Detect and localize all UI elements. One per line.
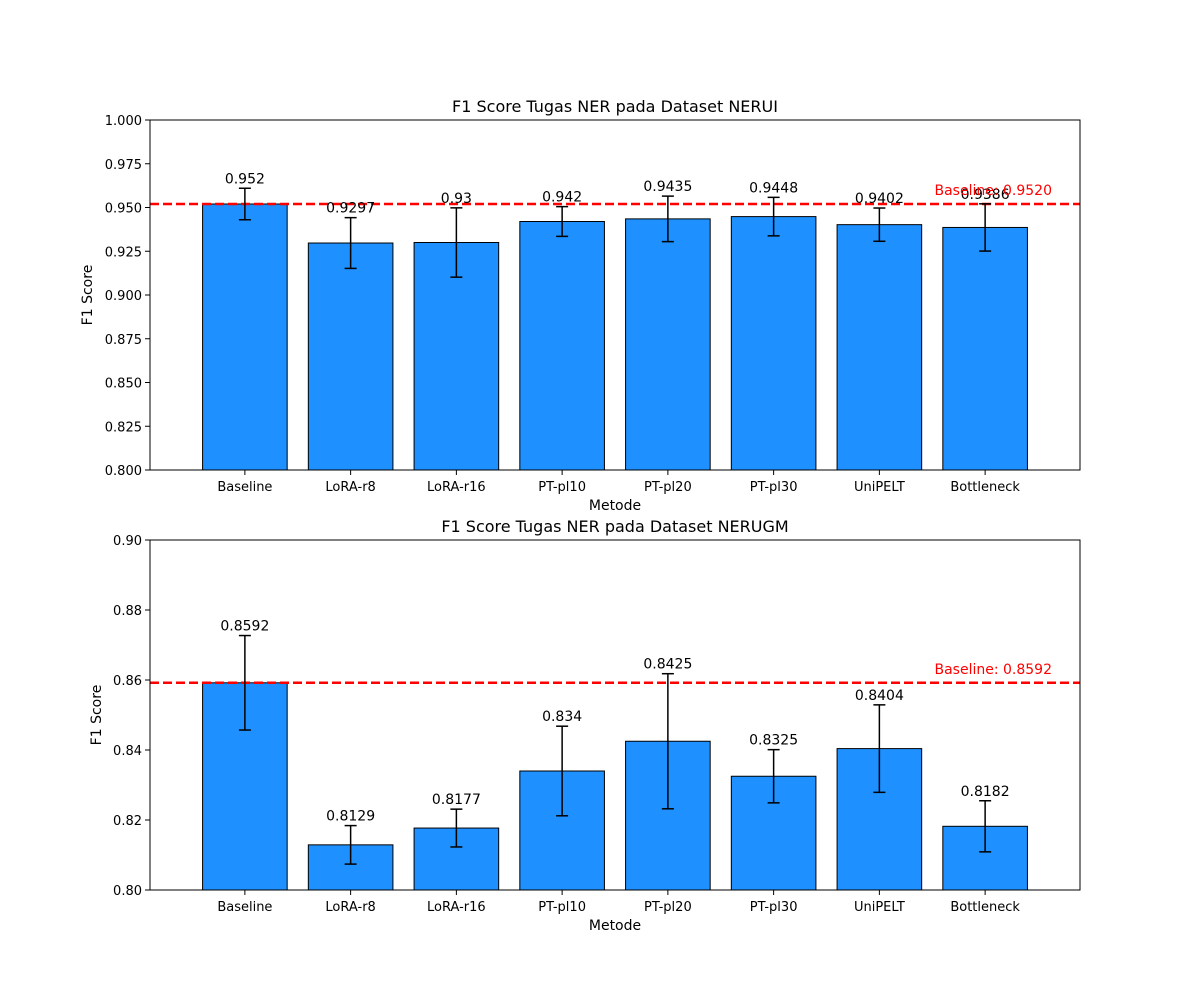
y-tick-label: 0.925: [105, 245, 142, 260]
chart-title: F1 Score Tugas NER pada Dataset NERUI: [452, 97, 778, 116]
y-tick-label: 0.86: [113, 674, 142, 689]
data-label: 0.952: [225, 171, 265, 187]
x-tick-label: LoRA-r8: [325, 900, 375, 915]
x-tick-label: PT-pl30: [750, 480, 798, 495]
bar-lora-r16: [413, 242, 500, 471]
chart-panel-2: 0.85920.81290.81770.8340.84250.83250.840…: [89, 517, 1081, 934]
y-tick-label: 0.825: [105, 420, 142, 435]
y-tick-label: 0.875: [105, 333, 142, 348]
y-axis-label: F1 Score: [80, 265, 96, 326]
data-label: 0.8404: [855, 688, 904, 704]
data-label: 0.9435: [643, 179, 692, 195]
data-label: 0.9297: [326, 201, 375, 217]
y-tick-label: 0.950: [105, 202, 142, 217]
data-label: 0.9402: [855, 191, 904, 207]
y-tick-label: 0.88: [113, 604, 142, 619]
x-tick-label: Baseline: [217, 480, 272, 495]
x-tick-label: UniPELT: [854, 480, 905, 495]
x-tick-label: LoRA-r16: [427, 480, 486, 495]
bar-unipelt: [836, 224, 923, 471]
x-axis-label: Metode: [589, 498, 641, 514]
baseline-label: Baseline: 0.8592: [934, 662, 1052, 678]
data-label: 0.8177: [432, 792, 481, 808]
y-tick-label: 0.800: [105, 464, 142, 479]
bar-pt-pl30: [730, 216, 817, 471]
data-label: 0.9386: [961, 187, 1010, 203]
data-label: 0.93: [441, 191, 472, 207]
bar-lora-r8: [307, 242, 394, 471]
plot-frame: [149, 119, 1081, 471]
x-tick-label: PT-pl30: [750, 900, 798, 915]
y-tick-label: 0.850: [105, 377, 142, 392]
x-tick-label: Bottleneck: [950, 900, 1020, 915]
y-tick-label: 0.90: [113, 534, 142, 549]
baseline-label: Baseline: 0.9520: [934, 183, 1052, 199]
chart-title: F1 Score Tugas NER pada Dataset NERUGM: [441, 517, 788, 536]
y-axis-label: F1 Score: [89, 685, 105, 746]
x-tick-label: UniPELT: [854, 900, 905, 915]
bar-baseline: [202, 203, 288, 471]
x-tick-label: PT-pl10: [538, 480, 586, 495]
data-label: 0.8325: [749, 733, 798, 749]
x-tick-label: Baseline: [217, 900, 272, 915]
data-label: 0.8425: [643, 657, 692, 673]
data-label: 0.8129: [326, 809, 375, 825]
y-tick-label: 0.900: [105, 289, 142, 304]
plot-frame: [149, 539, 1081, 891]
y-tick-label: 0.82: [113, 814, 142, 829]
data-label: 0.8182: [961, 784, 1010, 800]
data-label: 0.8592: [220, 619, 269, 635]
x-tick-label: PT-pl20: [644, 900, 692, 915]
bar-pt-pl20: [625, 218, 711, 471]
chart-panel-1: 0.952 0.9297 0.93 0.942 0.9435 0.9448 0.9402 0.…: [80, 97, 1081, 514]
y-tick-label: 0.975: [105, 158, 142, 173]
data-label: 0.942: [542, 190, 582, 206]
y-tick-label: 0.84: [113, 744, 142, 759]
data-label: 0.834: [542, 709, 582, 725]
x-tick-label: PT-pl20: [644, 480, 692, 495]
y-tick-label: 0.80: [113, 884, 142, 899]
bar-bottleneck: [942, 226, 1028, 471]
x-tick-label: PT-pl10: [538, 900, 586, 915]
bar-pt-pl10: [519, 221, 605, 471]
x-tick-label: LoRA-r8: [325, 480, 375, 495]
x-axis-label: Metode: [589, 918, 641, 934]
y-tick-label: 1.000: [105, 114, 142, 129]
data-label: 0.9448: [749, 180, 798, 196]
x-tick-label: LoRA-r16: [427, 900, 486, 915]
x-tick-label: Bottleneck: [950, 480, 1020, 495]
